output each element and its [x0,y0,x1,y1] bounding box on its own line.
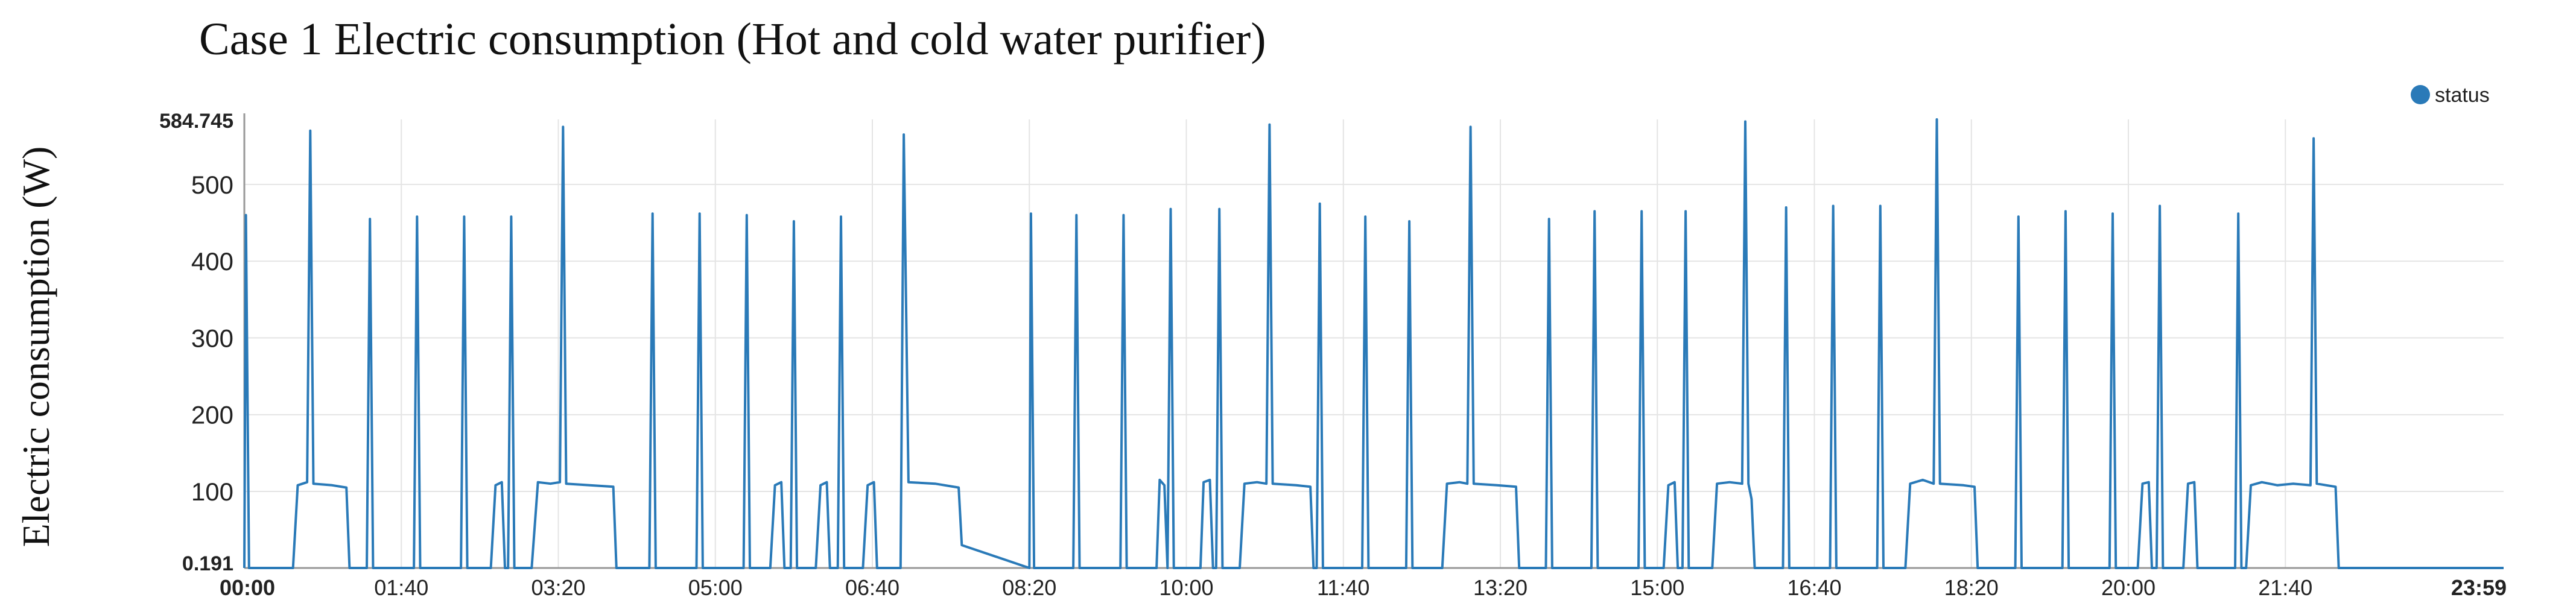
x-tick-label: 13:20 [1473,575,1528,600]
chart-title: Case 1 Electric consumption (Hot and col… [199,14,1266,65]
y-tick-label: 500 [191,171,233,199]
x-tick-label: 11:40 [1317,575,1369,600]
y-tick-label: 400 [191,247,233,276]
x-tick-label: 05:00 [688,575,743,600]
y-min-label: 0.191 [182,552,233,575]
legend-label: status [2435,84,2490,107]
y-tick-label: 200 [191,401,233,429]
y-max-label: 584.745 [159,110,233,133]
y-tick-label: 100 [191,478,233,506]
x-tick-label: 15:00 [1630,575,1684,600]
x-tick-label: 08:20 [1002,575,1056,600]
legend-marker [2411,85,2430,104]
x-tick-label: 00:00 [220,575,275,600]
x-tick-label: 23:59 [2451,575,2507,600]
series-line-status [243,118,2504,569]
x-tick-label: 18:20 [1944,575,1999,600]
x-tick-label: 03:20 [531,575,585,600]
x-tick-label: 21:40 [2258,575,2312,600]
x-tick-label: 20:00 [2101,575,2156,600]
x-tick-label: 01:40 [374,575,428,600]
x-tick-label: 16:40 [1787,575,1841,600]
x-tick-label: 06:40 [845,575,899,600]
y-tick-label: 300 [191,324,233,352]
x-tick-label: 10:00 [1159,575,1213,600]
